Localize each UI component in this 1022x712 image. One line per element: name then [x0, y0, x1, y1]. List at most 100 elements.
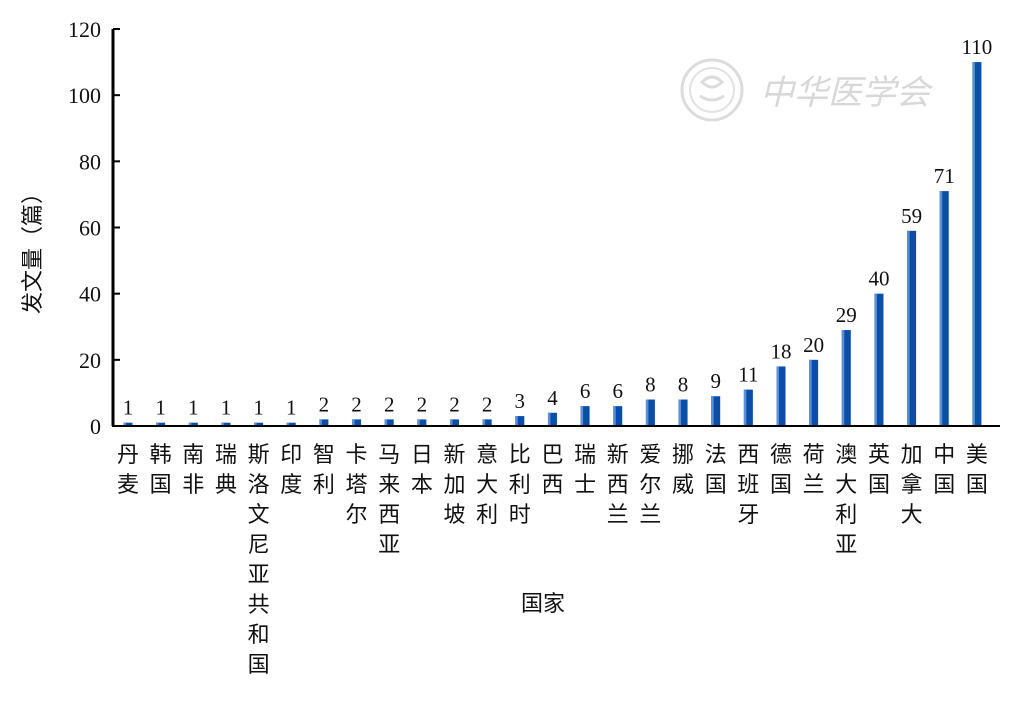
bar	[156, 422, 166, 426]
bar	[352, 419, 362, 426]
bar-highlight	[352, 419, 355, 426]
y-tick-label: 40	[79, 282, 101, 307]
x-tick-label: 巴西	[541, 443, 563, 498]
x-tick-label: 印度	[280, 443, 302, 498]
bar-highlight	[384, 419, 388, 426]
bar	[384, 419, 394, 426]
data-label: 18	[771, 339, 792, 363]
bar-highlight	[417, 419, 420, 426]
bar-highlight	[319, 419, 322, 426]
data-label: 20	[803, 333, 824, 357]
bar-highlight	[776, 366, 779, 426]
x-tick-label: 新西兰	[607, 443, 629, 528]
x-axis: 丹麦韩国南非瑞典斯洛文尼亚共和国印度智利卡塔尔马来西亚日本新加坡意大利比利时巴西…	[112, 425, 1000, 678]
emblem-seal-icon	[680, 58, 744, 122]
x-tick-label: 丹麦	[117, 443, 139, 498]
data-label: 1	[286, 396, 297, 420]
y-tick-label: 80	[79, 149, 101, 174]
data-label: 8	[645, 373, 656, 397]
data-label: 1	[253, 396, 264, 420]
bar	[221, 422, 231, 426]
bar-highlight	[907, 230, 910, 426]
x-tick-label: 智利	[313, 443, 335, 498]
x-axis-title: 国家	[521, 592, 565, 617]
data-label: 110	[962, 35, 993, 59]
y-axis-title: 发文量（篇）	[21, 182, 46, 314]
data-label: 2	[319, 392, 330, 416]
x-tick-label: 意大利	[476, 443, 498, 528]
bar-highlight	[482, 419, 486, 426]
data-label: 2	[417, 392, 428, 416]
bar-highlight	[450, 419, 453, 426]
x-tick-label: 挪威	[672, 443, 694, 498]
bar-highlight	[809, 359, 812, 426]
bar-highlight	[841, 330, 845, 426]
bar-highlight	[123, 422, 126, 426]
x-tick-label: 斯洛文尼亚共和国	[248, 443, 270, 678]
x-tick-label: 中国	[933, 443, 955, 498]
x-tick-label: 比利时	[509, 443, 531, 528]
data-label: 59	[901, 204, 922, 228]
bar-highlight	[874, 293, 877, 426]
bar	[776, 366, 786, 426]
y-tick-label: 100	[68, 83, 101, 108]
bar	[841, 330, 851, 426]
bar-highlight	[711, 396, 714, 426]
bar	[450, 419, 459, 426]
bar-highlight	[678, 399, 682, 426]
bar-highlight	[972, 62, 975, 426]
data-label: 1	[155, 396, 166, 420]
bar	[188, 422, 198, 426]
data-label: 6	[580, 379, 591, 403]
x-tick-label: 美国	[966, 443, 988, 498]
data-label: 40	[868, 267, 889, 291]
watermark: 中华医学会	[680, 58, 934, 122]
bar	[907, 230, 917, 426]
bar	[515, 416, 525, 426]
x-tick-label: 澳大利亚	[835, 443, 857, 558]
data-label: 1	[221, 396, 232, 420]
bar	[123, 422, 133, 426]
y-tick-label: 0	[90, 414, 101, 439]
y-axis: 0 20 40 60 80 100 120	[68, 17, 120, 439]
bar	[319, 419, 329, 426]
x-tick-label: 日本	[411, 443, 433, 498]
data-label: 2	[351, 392, 362, 416]
bar	[482, 419, 492, 426]
bar	[743, 389, 753, 426]
bar	[711, 396, 721, 426]
bar-highlight	[221, 422, 224, 426]
bar	[874, 293, 884, 426]
bar-highlight	[743, 389, 747, 426]
bar	[972, 62, 982, 426]
bar	[417, 419, 427, 426]
bar	[613, 406, 623, 426]
x-tick-label: 西班牙	[737, 443, 759, 528]
data-label: 4	[547, 386, 558, 410]
data-label: 29	[836, 303, 857, 327]
bar	[939, 191, 949, 426]
x-tick-label: 瑞士	[574, 443, 596, 498]
x-tick-label: 新加坡	[443, 443, 465, 528]
watermark-text: 中华医学会	[760, 73, 934, 113]
x-tick-label: 瑞典	[215, 443, 237, 498]
bar	[678, 399, 688, 426]
bar	[580, 406, 590, 426]
bar-highlight	[547, 412, 551, 426]
x-tick-label: 德国	[770, 443, 792, 498]
y-tick-label: 60	[79, 216, 101, 241]
data-label: 2	[482, 392, 493, 416]
bar	[809, 359, 819, 426]
data-label: 3	[515, 389, 526, 413]
y-tick-label: 20	[79, 348, 101, 373]
data-label: 9	[710, 369, 721, 393]
bar-highlight	[188, 422, 192, 426]
x-tick-label: 荷兰	[803, 443, 825, 498]
bar-highlight	[580, 406, 584, 426]
bar	[645, 399, 655, 426]
bar-highlight	[645, 399, 649, 426]
bar	[254, 422, 264, 426]
bar-highlight	[515, 416, 518, 426]
